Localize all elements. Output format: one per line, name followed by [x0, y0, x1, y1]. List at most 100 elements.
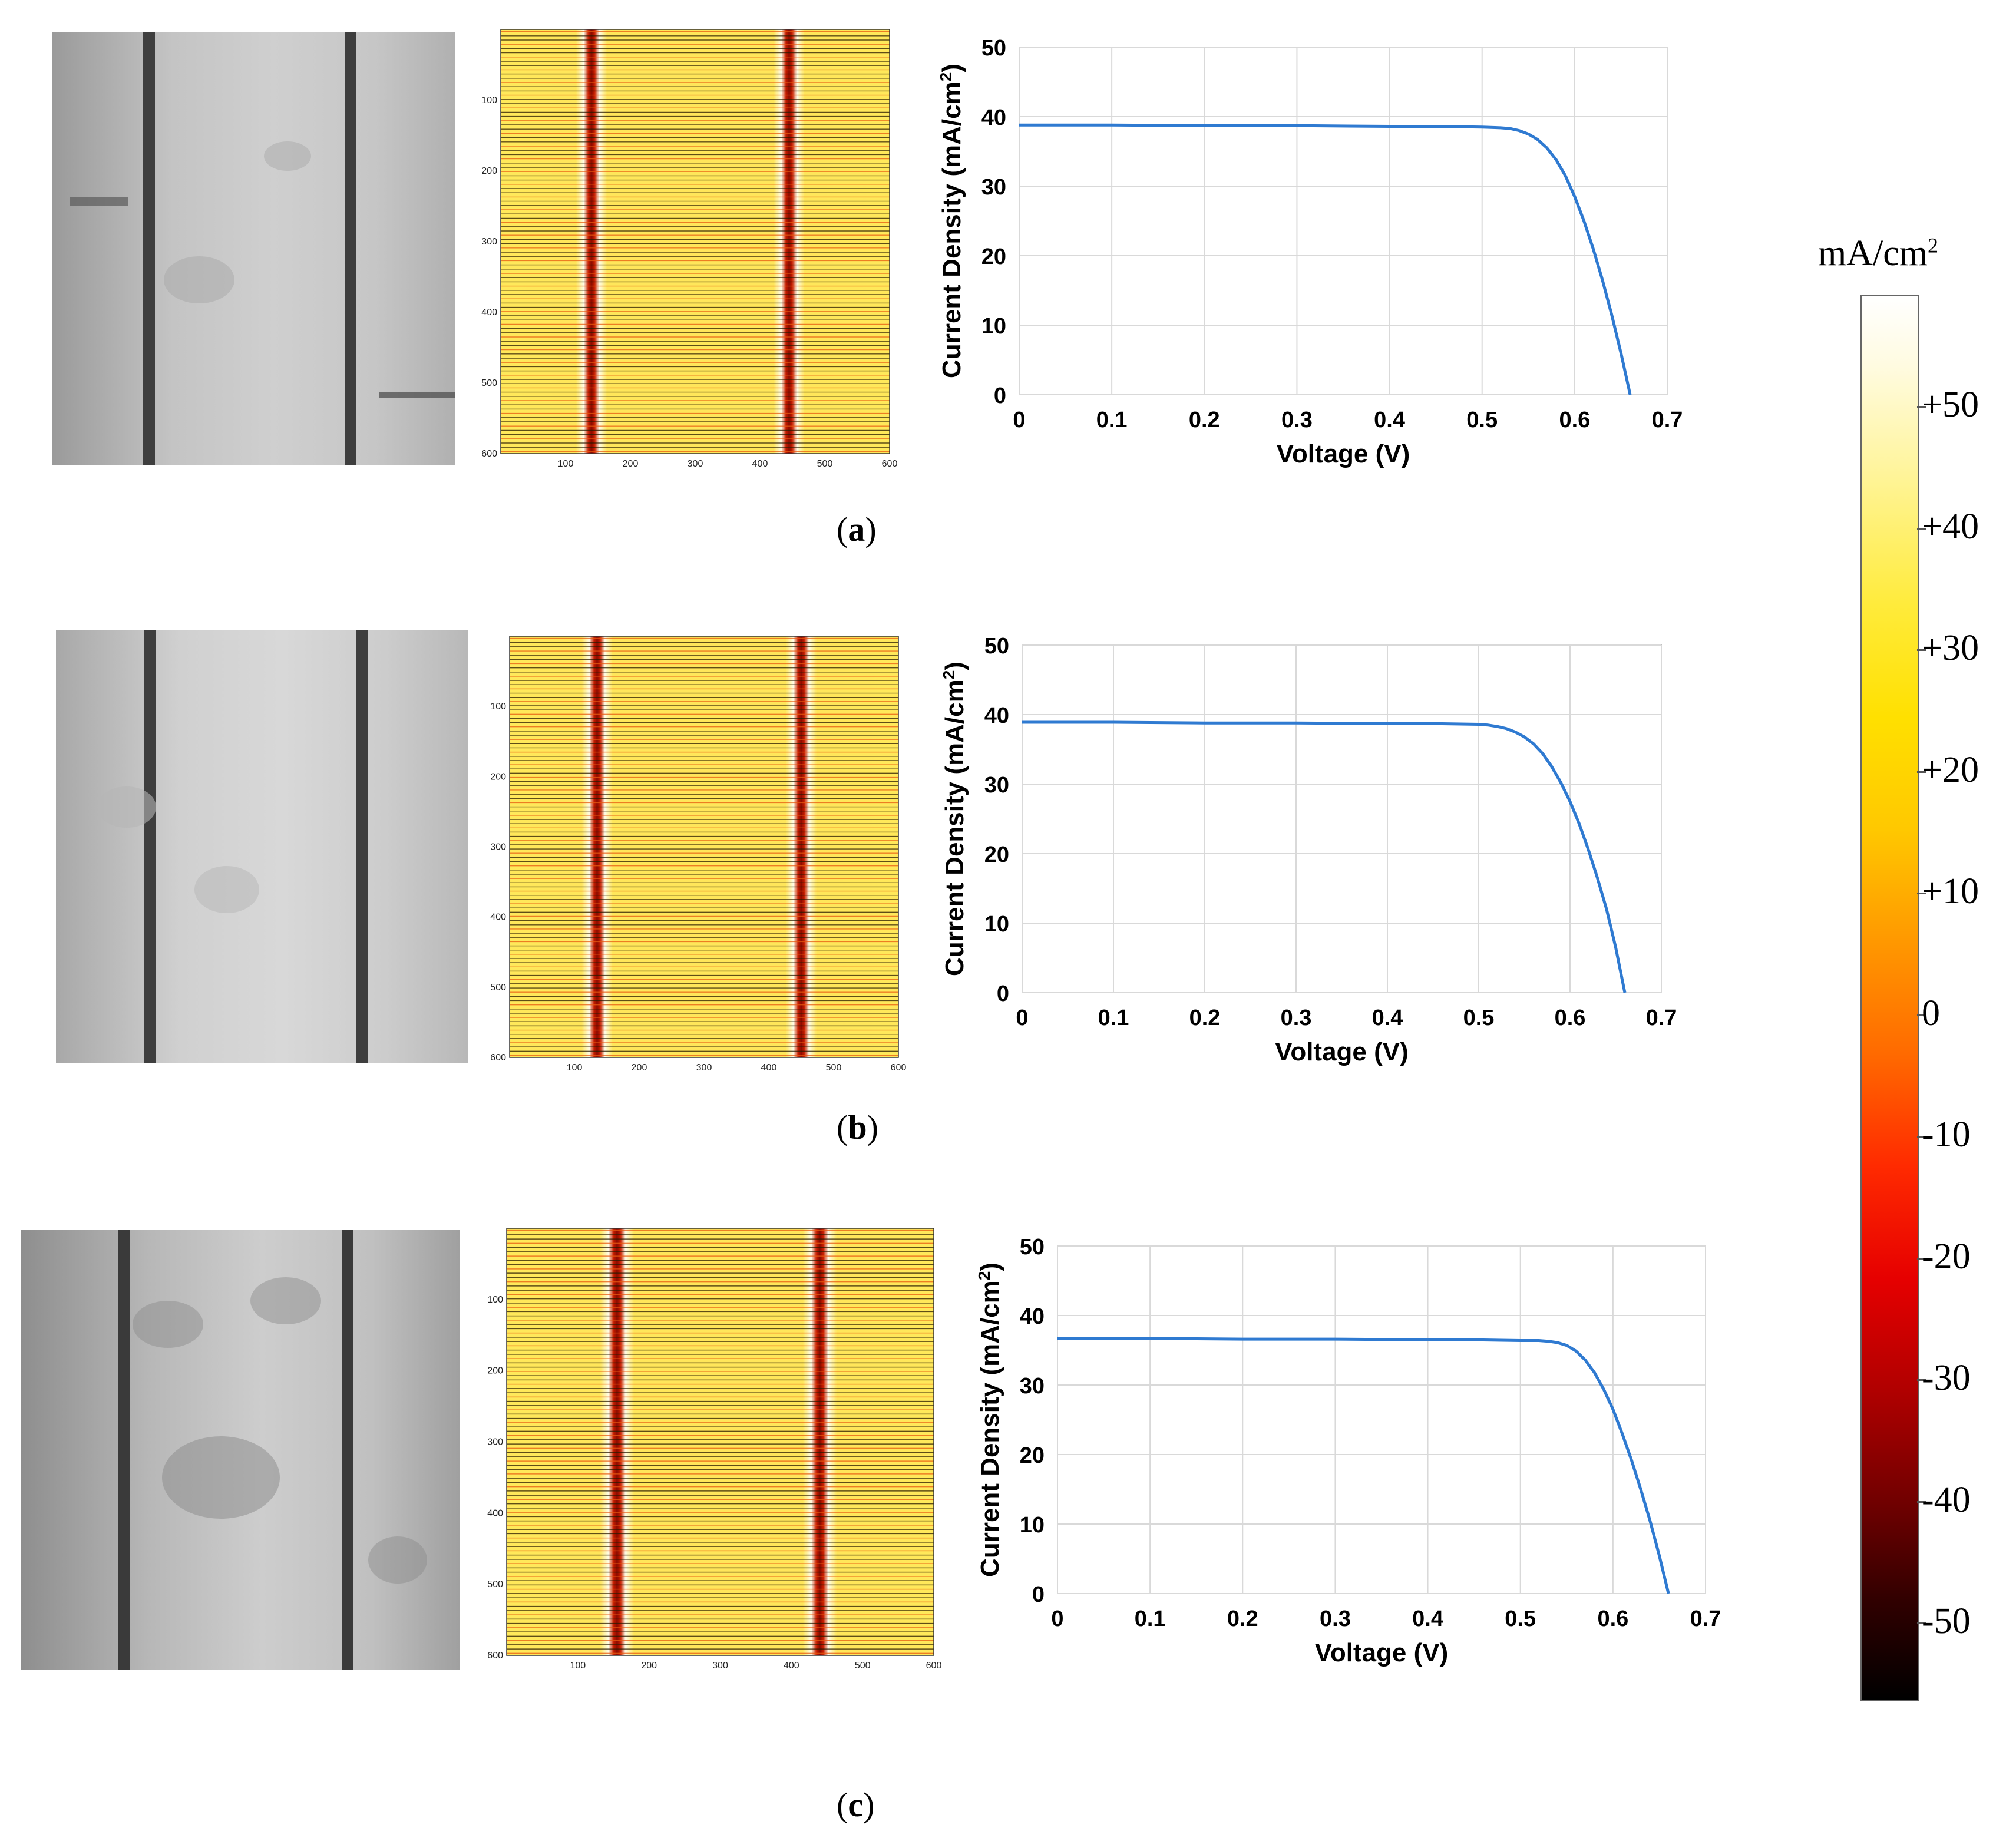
el-colorbar-tick [1917, 1014, 1926, 1016]
el-colorbar-tick [1917, 1622, 1926, 1624]
el-image-a-drawing [52, 32, 455, 465]
el-iv-ylabel-b: Current Density (mA/cm2) [940, 662, 970, 976]
el-colorbar-tick [1917, 771, 1926, 773]
el-iv-ylabel-a: Current Density (mA/cm2) [937, 64, 967, 378]
el-heatmap-xtick-c: 600 [926, 1661, 942, 1671]
el-iv-xtick-c: 0.7 [1690, 1607, 1721, 1631]
el-panel-label-a: (a) [837, 510, 877, 549]
el-colorbar-label: +40 [1922, 506, 1979, 547]
el-iv-ytick-b: 10 [984, 912, 1009, 937]
el-heatmap-ytick-c: 100 [487, 1295, 503, 1305]
el-panel-label-a-letter: a [848, 510, 865, 548]
el-colorbar-label: -30 [1922, 1358, 1971, 1398]
el-heatmap-xtick-c: 100 [570, 1661, 586, 1671]
el-iv-ytick-b: 20 [984, 842, 1009, 867]
el-heatmap-ytick-a: 500 [481, 378, 497, 388]
el-colorbar-label: +50 [1922, 385, 1979, 425]
el-iv-frame-a [1019, 47, 1668, 395]
el-colorbar-tick [1917, 1136, 1926, 1138]
el-iv-ytick-c: 30 [1020, 1374, 1045, 1399]
el-colorbar-unit-sup: 2 [1927, 233, 1938, 257]
el-iv-xlabel-b: Voltage (V) [1275, 1037, 1409, 1066]
el-iv-xtick-b: 0.6 [1555, 1006, 1586, 1030]
el-iv-ytick-c: 50 [1020, 1235, 1045, 1260]
el-heatmap-field-c [507, 1228, 934, 1655]
el-colorbar-label: +20 [1922, 749, 1979, 790]
el-iv-ytick-b: 40 [984, 703, 1009, 728]
el-heatmap-xtick-c: 400 [784, 1661, 799, 1671]
el-iv-xtick-b: 0.2 [1189, 1006, 1221, 1030]
el-iv-xtick-c: 0.5 [1505, 1607, 1536, 1631]
el-iv-curve-a [1019, 123, 1632, 395]
el-iv-xtick-c: 0.4 [1412, 1607, 1443, 1631]
el-heatmap-ytick-b: 100 [490, 702, 506, 712]
el-panel-label-c: (c) [837, 1785, 874, 1825]
el-heatmap-xtick-a: 500 [817, 459, 833, 469]
el-heatmap-xtick-b: 300 [696, 1063, 712, 1072]
el-colorbar-tick [1917, 1379, 1926, 1381]
el-iv-frame-c [1057, 1245, 1706, 1594]
el-heatmap-frame-a [500, 29, 890, 454]
el-heatmap-xtick-c: 200 [641, 1661, 657, 1671]
el-iv-curve-c [1057, 1337, 1670, 1594]
el-iv-chart-b: 0 0.1 0.2 0.3 0.4 0.5 0.6 0.7 0 10 20 30 40 50 Voltag… [931, 622, 1697, 1069]
el-heatmap-c-drawing: 100 200 300 400 500 600 100 200 300 400 500 600 [487, 1228, 942, 1671]
el-heatmap-xtick-a: 100 [558, 459, 574, 469]
el-heatmap-xtick-b: 500 [826, 1063, 842, 1072]
el-iv-chart-c: 0 0.1 0.2 0.3 0.4 0.5 0.6 0.7 0 10 20 30 40 50 Voltag… [966, 1228, 1732, 1676]
el-heatmap-c: 100 200 300 400 500 600 100 200 300 400 500 600 [477, 1222, 948, 1676]
el-image-b [56, 630, 468, 1063]
el-colorbar [1860, 295, 1919, 1701]
el-iv-xtick-b: 0 [1016, 1006, 1028, 1030]
el-heatmap-xtick-c: 300 [712, 1661, 728, 1671]
el-heatmap-xtick-b: 600 [891, 1063, 907, 1072]
el-heatmap-xtick-c: 500 [855, 1661, 871, 1671]
el-panel-label-c-letter: c [848, 1786, 864, 1824]
el-iv-xtick-b: 0.4 [1372, 1006, 1403, 1030]
el-iv-xtick-b: 0.5 [1463, 1006, 1495, 1030]
el-heatmap-a-drawing: 100 200 300 400 500 600 100 200 300 400 500 600 [481, 29, 898, 469]
el-panel-label-b-letter: b [848, 1108, 867, 1146]
el-iv-xtick-b: 0.7 [1646, 1006, 1677, 1030]
el-iv-xtick-c: 0 [1051, 1607, 1063, 1631]
el-colorbar-label: -40 [1922, 1479, 1971, 1520]
el-iv-ytick-c: 40 [1020, 1304, 1045, 1329]
el-panel-label-b-close: ) [867, 1108, 878, 1146]
el-iv-ylabel-c: Current Density (mA/cm2) [975, 1262, 1005, 1577]
el-panel-label-a-open: ( [837, 510, 848, 548]
el-iv-ytick-a: 20 [981, 244, 1006, 269]
el-iv-xlabel-a: Voltage (V) [1277, 439, 1410, 468]
el-iv-xtick-a: 0 [1013, 408, 1025, 432]
el-image-c-drawing [21, 1230, 460, 1670]
el-iv-ytick-a: 40 [981, 105, 1006, 130]
el-heatmap-xtick-a: 300 [688, 459, 703, 469]
el-iv-ytick-c: 0 [1032, 1582, 1045, 1607]
el-iv-ytick-b: 30 [984, 773, 1009, 798]
el-iv-xtick-a: 0.3 [1281, 408, 1313, 432]
el-heatmap-ytick-c: 300 [487, 1437, 503, 1447]
el-iv-xtick-a: 0.7 [1652, 408, 1683, 432]
el-colorbar-label: +10 [1922, 871, 1979, 911]
el-panel-label-c-open: ( [837, 1786, 848, 1824]
el-image-b-drawing [56, 630, 468, 1063]
el-panel-label-b-open: ( [837, 1108, 848, 1146]
el-colorbar-tick [1917, 893, 1926, 894]
el-colorbar-unit: mA/cm2 [1818, 233, 1938, 275]
el-panel-label-b: (b) [837, 1108, 878, 1147]
el-heatmap-ytick-a: 300 [481, 237, 497, 247]
el-heatmap-ytick-b: 300 [490, 842, 506, 852]
el-iv-xtick-c: 0.2 [1227, 1607, 1258, 1631]
el-colorbar-tick [1917, 1500, 1926, 1503]
el-iv-xtick-a: 0.1 [1096, 408, 1128, 432]
el-iv-xtick-b: 0.1 [1098, 1006, 1129, 1030]
el-heatmap-ytick-b: 600 [490, 1053, 506, 1063]
el-iv-ytick-b: 0 [997, 981, 1009, 1006]
el-panel-label-c-close: ) [863, 1786, 875, 1824]
el-panel-label-a-close: ) [865, 510, 877, 548]
el-iv-xtick-c: 0.1 [1135, 1607, 1166, 1631]
el-heatmap-ytick-c: 400 [487, 1508, 503, 1518]
el-heatmap-field-b [510, 636, 898, 1057]
el-heatmap-b: 100 200 300 400 500 600 100 200 300 400 500 600 [480, 633, 916, 1072]
el-image-c [21, 1230, 460, 1670]
el-heatmap-xtick-a: 600 [882, 459, 898, 469]
